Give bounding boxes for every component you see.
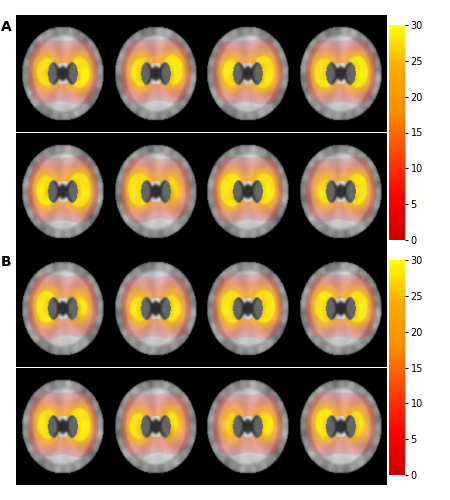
Text: A: A [1, 20, 12, 34]
Text: B: B [1, 255, 12, 269]
